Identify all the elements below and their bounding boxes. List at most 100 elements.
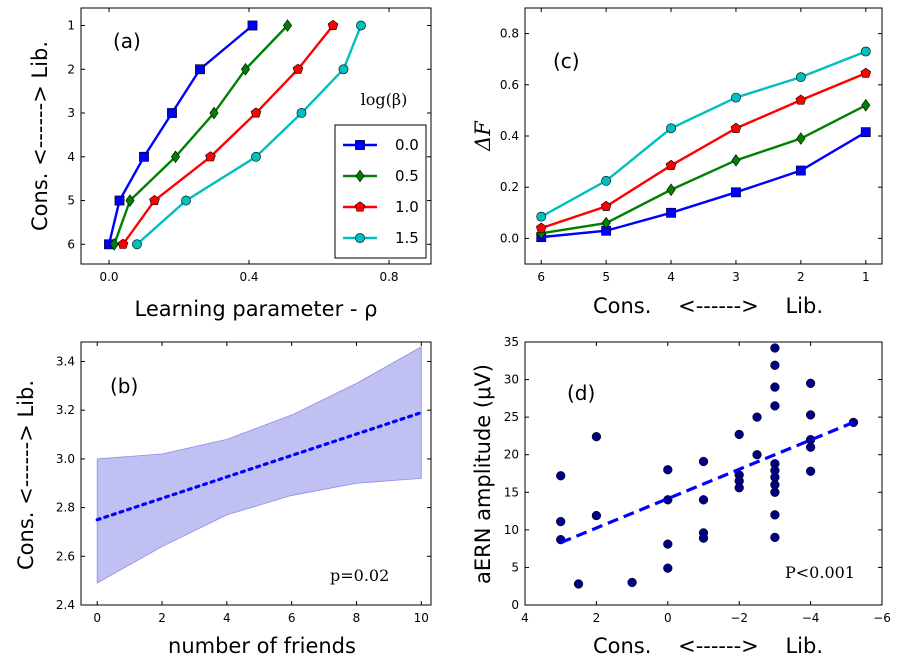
data-point — [731, 187, 741, 198]
panel-a-x-axis-label: Learning parameter - ρ — [135, 297, 378, 321]
data-point — [731, 92, 741, 103]
panel-c-delta-f-chart: 6 5 4 3 2 1 0.0 0.2 0.4 0.6 0.8 (c) Cons. <------… — [471, 7, 883, 318]
scatter-point — [627, 577, 637, 588]
y-tick-label: 3 — [67, 106, 75, 120]
x-tick-label: 3 — [732, 270, 740, 284]
x-tick-label: 4 — [521, 611, 529, 625]
data-point — [209, 106, 219, 120]
series-line-0.5 — [541, 104, 867, 235]
series-line-1.5 — [136, 25, 363, 246]
data-point — [601, 216, 611, 230]
scatter-point — [770, 401, 780, 411]
scatter-point — [734, 429, 744, 440]
series-line-0.5 — [113, 24, 289, 245]
panel-c-y-axis-label: ΔF — [471, 120, 495, 152]
y-tick-label: 30 — [504, 373, 519, 387]
y-tick-label: 1 — [67, 19, 75, 33]
panel-a-learning-parameter-chart: 0.0 0.4 0.8 1 2 3 4 5 6 (a) Learning parameter … — [28, 7, 432, 321]
data-point — [795, 165, 806, 176]
data-point — [117, 238, 129, 249]
x-tick-label: 0.4 — [239, 270, 258, 284]
data-point — [195, 64, 205, 75]
data-point — [247, 20, 258, 31]
data-point — [250, 107, 262, 118]
series-line-0.0 — [107, 24, 254, 245]
panel-b-x-axis-label: number of friends — [168, 634, 356, 658]
scatter-point — [591, 510, 602, 521]
legend-marker — [355, 140, 365, 150]
x-tick-label: 6 — [288, 611, 296, 625]
y-tick-label: 0.8 — [500, 27, 519, 41]
panel-d-axes-frame — [524, 341, 883, 606]
data-point — [109, 237, 119, 251]
scatter-point — [770, 382, 780, 392]
y-tick-label: 10 — [504, 523, 519, 537]
x-tick-label: 0 — [664, 611, 672, 625]
x-tick-label: 10 — [414, 611, 429, 625]
scatter-point — [698, 456, 709, 467]
x-tick-label: 2 — [158, 611, 166, 625]
data-point — [296, 108, 307, 118]
legend-entry-label: 0.0 — [395, 136, 419, 154]
x-tick-label: 4 — [223, 611, 231, 625]
data-point — [796, 132, 806, 145]
data-point — [601, 175, 612, 186]
y-tick-label: 6 — [67, 237, 75, 251]
legend-marker — [355, 233, 365, 243]
y-tick-label: 0 — [511, 598, 519, 612]
x-tick-label: 0.8 — [379, 270, 398, 284]
data-point — [181, 195, 191, 206]
data-point — [731, 154, 741, 167]
series-line-1.5 — [540, 50, 867, 218]
data-point — [730, 122, 742, 133]
x-tick-label: 5 — [602, 270, 610, 284]
scatter-point — [770, 343, 780, 353]
y-tick-label: 0.0 — [500, 231, 519, 245]
data-point — [535, 222, 547, 233]
y-tick-label: 3.2 — [56, 403, 75, 417]
legend-entry-label: 0.5 — [395, 167, 419, 185]
data-point — [666, 207, 676, 218]
scatter-point — [752, 450, 762, 460]
legend-marker — [355, 169, 365, 183]
data-point — [665, 159, 677, 170]
scatter-point — [805, 378, 816, 388]
panel-b-annotation: p=0.02 — [330, 566, 389, 585]
data-point — [125, 194, 135, 207]
panel-b-y-ticks: 2.4 2.6 2.8 3.0 3.2 3.4 — [56, 354, 431, 612]
y-tick-label: 0.6 — [500, 78, 519, 92]
x-tick-label: −6 — [873, 611, 891, 625]
y-tick-label: 5 — [67, 194, 75, 208]
panel-c-y-ticks: 0.0 0.2 0.4 0.6 0.8 — [500, 27, 882, 245]
panel-d-x-ticks: 4 2 0 −2 −4 −6 — [521, 342, 891, 625]
data-point — [240, 62, 251, 76]
panel-d-label: (d) — [567, 381, 595, 405]
data-point — [666, 183, 676, 197]
series-line-0.0 — [541, 131, 867, 239]
y-tick-label: 3.0 — [56, 452, 75, 466]
panel-c-series — [535, 46, 872, 243]
scatter-point — [734, 483, 744, 493]
panel-d-annotation: P<0.001 — [785, 563, 855, 582]
series-line-1.0 — [122, 24, 334, 246]
scatter-point — [770, 532, 780, 543]
panel-c-label: (c) — [553, 49, 580, 73]
panel-a-y-axis-label: Cons. <------> Lib. — [28, 41, 52, 231]
panel-a-label: (a) — [113, 29, 141, 53]
y-tick-label: 25 — [504, 410, 519, 424]
x-tick-label: 0 — [93, 611, 101, 625]
panel-b-fit-layer — [95, 411, 423, 522]
series-line-1.0 — [540, 72, 867, 230]
scatter-point — [698, 533, 709, 543]
x-tick-label: −2 — [730, 611, 748, 625]
scatter-point — [698, 495, 709, 505]
x-tick-label: 6 — [537, 270, 545, 284]
data-point — [251, 151, 261, 162]
data-point — [666, 123, 676, 134]
data-point — [795, 94, 807, 105]
panel-b-y-axis-label: Cons. <------> Lib. — [14, 380, 38, 570]
y-tick-label: 2.4 — [56, 598, 75, 612]
legend-title: log(β) — [361, 90, 408, 109]
data-point — [327, 19, 339, 31]
